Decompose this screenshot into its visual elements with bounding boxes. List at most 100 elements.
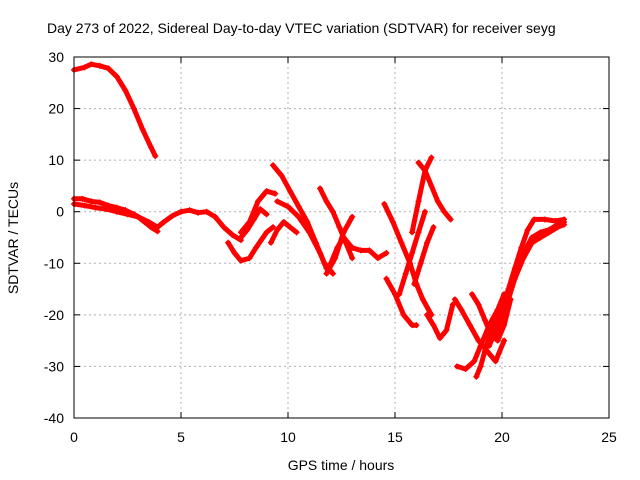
data-point <box>285 203 291 210</box>
x-tick-label: 25 <box>601 429 617 445</box>
data-point <box>524 226 531 233</box>
data-point <box>518 244 525 251</box>
data-point <box>263 188 270 195</box>
data-point <box>154 224 161 231</box>
data-point <box>295 213 302 220</box>
x-tick-label: 20 <box>494 429 510 445</box>
y-tick-label: 30 <box>48 49 64 65</box>
data-point <box>424 311 431 318</box>
data-point <box>458 306 465 313</box>
series-arc-10 <box>267 219 300 246</box>
data-point <box>389 219 396 226</box>
data-point <box>92 204 99 211</box>
data-point <box>231 249 238 256</box>
data-point <box>381 200 388 207</box>
data-point <box>436 335 443 342</box>
data-point <box>441 208 448 215</box>
data-point <box>481 347 488 354</box>
axis-ticks: 0 5 10 15 20 25 -40 -30 -20 -10 0 10 20 30 <box>44 49 617 445</box>
data-point <box>528 239 535 246</box>
series-arc-27 <box>499 221 568 318</box>
data-point <box>419 296 426 303</box>
data-point <box>499 311 505 318</box>
data-point <box>263 211 270 218</box>
data-point <box>554 224 561 231</box>
data-point <box>402 270 409 277</box>
data-point <box>96 62 103 69</box>
data-point <box>336 224 343 231</box>
data-point <box>447 216 454 223</box>
data-point <box>278 172 285 179</box>
y-tick-label: -20 <box>44 307 64 323</box>
x-axis-label: GPS time / hours <box>288 457 395 473</box>
data-point <box>270 162 277 169</box>
data-point <box>531 216 538 223</box>
data-point <box>454 363 461 370</box>
data-point <box>561 221 568 228</box>
x-tick-label: 5 <box>177 429 185 445</box>
series-arc-16 <box>396 208 428 298</box>
series-arc-2 <box>71 195 161 235</box>
data-point <box>267 239 274 246</box>
data-point <box>449 301 456 308</box>
series-arc-19 <box>411 224 437 287</box>
data-point <box>113 73 120 80</box>
data-point <box>186 207 193 214</box>
data-point <box>237 257 244 264</box>
data-point <box>486 342 493 349</box>
data-point <box>400 311 407 318</box>
data-point <box>306 229 313 236</box>
series-line <box>409 155 434 235</box>
data-point <box>462 366 469 373</box>
data-point <box>411 280 418 287</box>
y-tick-label: 10 <box>48 152 64 168</box>
data-point <box>471 358 478 365</box>
data-point <box>130 105 137 112</box>
data-point <box>421 208 428 215</box>
data-point <box>501 337 508 344</box>
data-point <box>494 337 501 344</box>
data-point <box>145 219 152 226</box>
data-point <box>148 144 155 151</box>
y-axis-label: SDTVAR / TECUs <box>5 182 21 294</box>
data-point <box>287 224 294 231</box>
data-point <box>124 211 131 218</box>
data-point <box>415 159 422 166</box>
data-point <box>366 247 373 254</box>
data-point <box>396 291 403 298</box>
data-point <box>274 226 281 233</box>
data-series <box>71 61 568 380</box>
data-point <box>417 260 424 267</box>
data-point <box>340 229 347 236</box>
data-point <box>466 322 473 329</box>
data-point <box>152 153 159 160</box>
data-point <box>317 185 324 192</box>
data-point <box>295 203 302 210</box>
series-arc-15 <box>383 275 420 329</box>
data-point <box>280 219 287 226</box>
y-tick-label: -40 <box>44 410 64 426</box>
data-point <box>473 373 480 380</box>
series-line <box>274 198 329 271</box>
data-point <box>250 216 257 223</box>
data-point <box>520 255 527 262</box>
data-point <box>246 255 253 262</box>
data-point <box>481 317 488 324</box>
data-point <box>475 301 482 308</box>
data-point <box>541 216 548 223</box>
data-point <box>415 229 422 236</box>
data-point <box>501 322 508 329</box>
data-point <box>492 358 499 365</box>
data-point <box>225 239 232 246</box>
data-point <box>428 154 435 161</box>
data-point <box>537 234 544 241</box>
data-point <box>332 255 339 262</box>
data-point <box>293 229 300 236</box>
data-point <box>317 249 324 256</box>
data-point <box>329 270 336 277</box>
data-point <box>203 208 210 215</box>
y-tick-label: -10 <box>44 255 64 271</box>
data-point <box>220 224 227 231</box>
data-point <box>103 206 110 213</box>
series-line <box>324 214 355 277</box>
